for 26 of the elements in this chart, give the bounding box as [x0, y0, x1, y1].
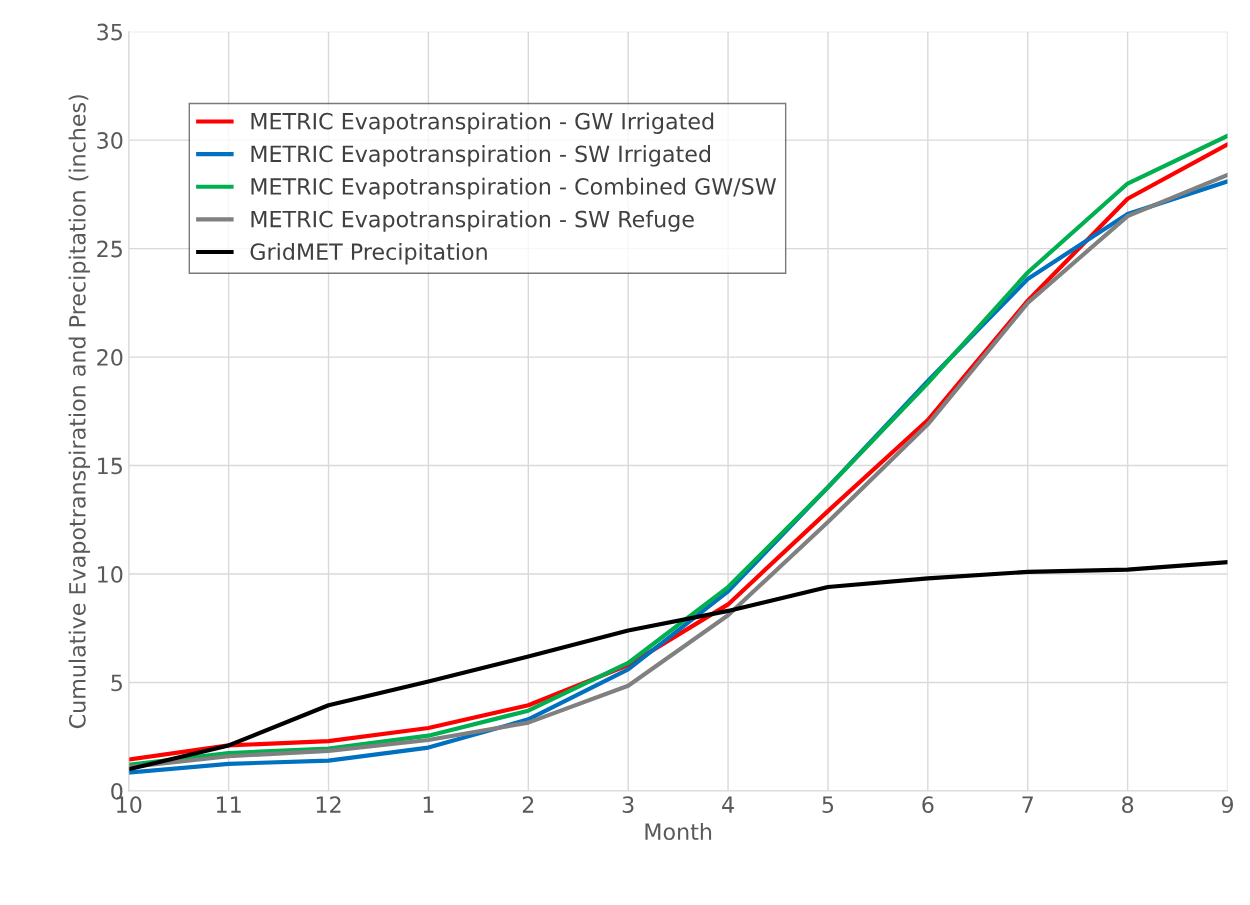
- x-tick-label: 1: [423, 796, 434, 813]
- y-tick-label: 15: [98, 457, 122, 475]
- y-tick-label: 5: [111, 674, 122, 692]
- legend-label: METRIC Evapotranspiration - SW Refuge: [251, 210, 694, 232]
- y-axis-title: Cumulative Evapotranspiration and Precipitation (inches): [68, 95, 91, 729]
- x-tick-label: 8: [1122, 796, 1134, 814]
- y-tick-label: 25: [97, 240, 122, 258]
- y-tick-label: 30: [97, 132, 123, 149]
- x-tick-label: 6: [922, 796, 934, 814]
- legend-label: METRIC Evapotranspiration - GW Irrigated: [251, 112, 714, 134]
- x-tick-label: 7: [1022, 796, 1033, 813]
- x-tick-label: 2: [522, 796, 534, 813]
- y-tick-label: 35: [97, 23, 122, 41]
- legend-label: METRIC Evapotranspiration - SW Irrigated: [251, 145, 710, 167]
- y-tick-label: 10: [98, 565, 123, 583]
- legend-label: GridMET Precipitation: [250, 242, 487, 265]
- x-tick-label: 11: [216, 796, 241, 813]
- legend-label: METRIC Evapotranspiration - Combined GW/SW: [251, 177, 777, 200]
- x-tick-label: 3: [622, 796, 634, 814]
- x-tick-label: 9: [1221, 796, 1234, 814]
- x-tick-label: 5: [822, 796, 834, 814]
- line-series: [128, 560, 1228, 772]
- y-tick-label: 20: [97, 349, 123, 366]
- x-axis-title: Month: [645, 822, 712, 841]
- x-tick-label: 4: [722, 796, 734, 813]
- x-tick-label: 12: [316, 796, 341, 813]
